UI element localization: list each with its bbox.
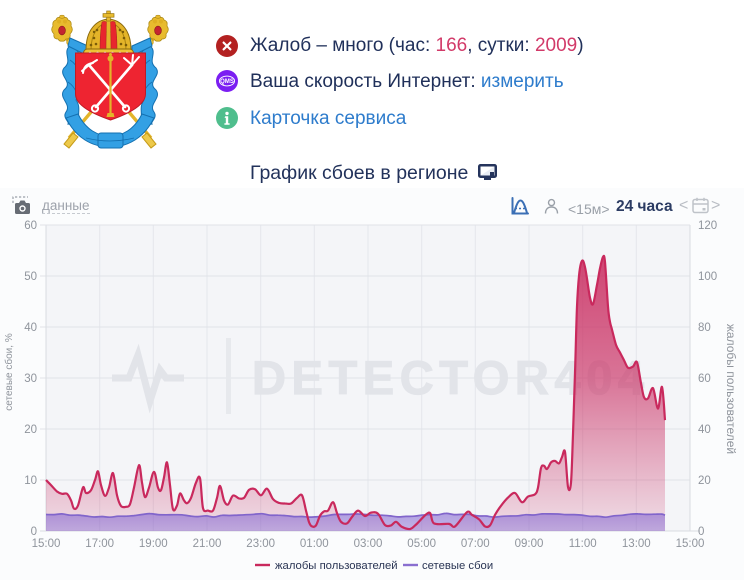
svg-text:09:00: 09:00 bbox=[515, 538, 544, 550]
svg-text:QMS: QMS bbox=[220, 79, 234, 85]
svg-text:23:00: 23:00 bbox=[246, 538, 275, 550]
svg-text:03:00: 03:00 bbox=[354, 538, 383, 550]
svg-text:80: 80 bbox=[698, 322, 711, 334]
svg-text:13:00: 13:00 bbox=[622, 538, 651, 550]
svg-text:20: 20 bbox=[698, 475, 711, 487]
svg-text:30: 30 bbox=[24, 373, 37, 385]
svg-text:20: 20 bbox=[24, 424, 37, 436]
svg-text:40: 40 bbox=[24, 322, 37, 334]
svg-text:15:00: 15:00 bbox=[32, 538, 61, 550]
svg-text:0: 0 bbox=[698, 526, 704, 538]
svg-text:жалобы пользователей: жалобы пользователей bbox=[724, 324, 738, 454]
svg-text:05:00: 05:00 bbox=[407, 538, 436, 550]
svg-text:11:00: 11:00 bbox=[569, 538, 597, 550]
svg-text:01:00: 01:00 bbox=[300, 538, 329, 550]
svg-text:19:00: 19:00 bbox=[139, 538, 168, 550]
svg-text:17:00: 17:00 bbox=[85, 538, 114, 550]
svg-text:120: 120 bbox=[698, 220, 717, 232]
svg-text:60: 60 bbox=[698, 373, 711, 385]
svg-text:40: 40 bbox=[698, 424, 711, 436]
svg-text:07:00: 07:00 bbox=[461, 538, 490, 550]
svg-text:15:00: 15:00 bbox=[676, 538, 705, 550]
svg-text:сетевые сбои, %: сетевые сбои, % bbox=[3, 333, 15, 411]
svg-text:100: 100 bbox=[698, 271, 717, 283]
svg-text:21:00: 21:00 bbox=[193, 538, 222, 550]
svg-text:10: 10 bbox=[24, 475, 37, 487]
svg-text:50: 50 bbox=[24, 271, 37, 283]
svg-text:жалобы пользователей: жалобы пользователей bbox=[275, 560, 398, 572]
svg-text:60: 60 bbox=[24, 220, 37, 232]
svg-text:сетевые сбои: сетевые сбои bbox=[422, 560, 493, 572]
svg-text:0: 0 bbox=[31, 526, 37, 538]
